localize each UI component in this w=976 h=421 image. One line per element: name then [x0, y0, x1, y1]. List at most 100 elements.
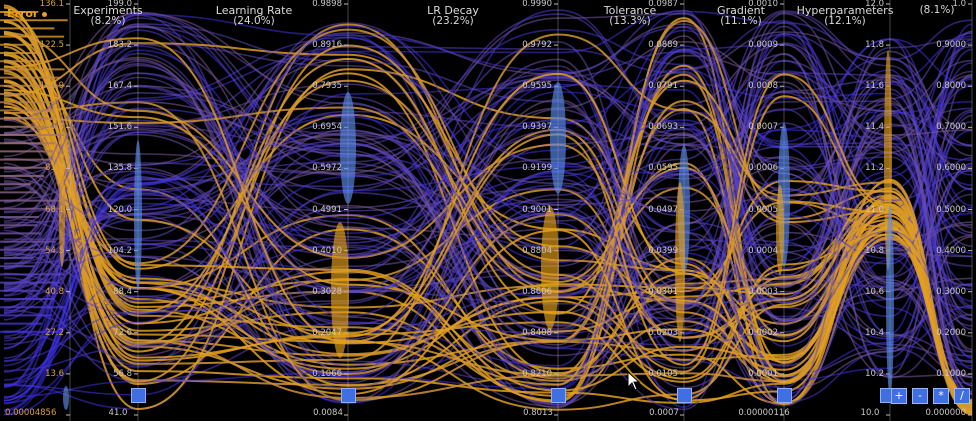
error-tick-label: 40.8	[45, 286, 64, 297]
axis-tick-label: 0.0007	[748, 122, 778, 133]
experiment-polyline	[3, 57, 973, 405]
axis-filter-handle[interactable]	[677, 388, 692, 403]
experiment-polyline	[3, 46, 973, 398]
axis-header-1[interactable]: Learning Rate (24.0%)	[216, 5, 292, 27]
axis-tick-label: 0.0009	[748, 40, 778, 51]
experiment-polyline	[3, 101, 973, 346]
axis-tick-label: 0.0693	[648, 122, 678, 133]
axis-label: Gradient	[717, 4, 765, 17]
axis-tick-label: 167.4	[107, 81, 132, 92]
axis-tick-label: 11.6	[865, 81, 884, 92]
experiment-polyline	[3, 58, 973, 403]
axis-tick-label: 0.0203	[648, 327, 678, 338]
axis-label: Tolerance	[603, 4, 657, 17]
axis-weight-percent: (23.2%)	[432, 15, 474, 27]
experiment-polyline	[3, 33, 973, 415]
axis-tick-label: 0.8013	[523, 408, 553, 418]
axis-tick-label: 10.6	[865, 286, 884, 297]
axis-header-4[interactable]: Gradient (11.1%)	[717, 5, 765, 27]
experiment-polyline	[3, 129, 973, 367]
axis-tick-label: 0.000000	[925, 408, 966, 418]
axis-tick-label: 183.2	[107, 40, 132, 51]
experiment-polyline	[3, 25, 973, 357]
subtract-axis-button[interactable]: -	[912, 388, 928, 404]
axis-tick-label: 88.4	[113, 286, 132, 297]
axis-header-5[interactable]: Hyperparameters (12.1%)	[797, 5, 894, 27]
axis-weight-percent: (24.0%)	[233, 15, 275, 27]
axis-header-3[interactable]: Tolerance (13.3%)	[604, 5, 656, 27]
axis-tick-label: 0.0084	[313, 408, 343, 418]
axis-tick-label: 0.0008	[748, 81, 778, 92]
distribution-ellipse	[886, 205, 894, 395]
distribution-ellipse	[331, 222, 349, 358]
axis-tick-label: 0.0002	[748, 327, 778, 338]
axis-label: LR Decay	[427, 4, 479, 17]
axis-filter-handle[interactable]	[131, 388, 146, 403]
axis-tick-label: 0.6000	[936, 163, 966, 174]
axis-tick-label: 0.5000	[936, 204, 966, 215]
axis-tick-label: 0.9397	[522, 122, 552, 133]
experiment-polyline	[3, 120, 973, 326]
axis-tick-label: 0.2000	[936, 327, 966, 338]
axis-tick-label: 0.0987	[648, 0, 678, 9]
axis-tick-label: 11.2	[865, 163, 884, 174]
axis-header-2[interactable]: LR Decay (23.2%)	[427, 5, 479, 27]
axis-label: Hyperparameters	[796, 4, 894, 17]
error-tick-label: 68.1	[45, 204, 64, 215]
error-tick-label: 27.2	[45, 327, 64, 338]
axis-header-0[interactable]: Experiments (8.2%)	[73, 5, 142, 27]
axis-filter-handle[interactable]	[341, 388, 356, 403]
error-tick-label: 122.5	[39, 40, 64, 51]
error-axis-header[interactable]: Error	[7, 7, 48, 20]
axis-tick-label: 0.0005	[748, 204, 778, 215]
multiply-axis-button[interactable]: *	[933, 388, 949, 404]
axis-tick-label: 0.7000	[936, 122, 966, 133]
experiment-polyline	[3, 35, 973, 391]
axis-tick-label: 0.0889	[648, 40, 678, 51]
axis-tick-label: 0.0010	[748, 0, 778, 9]
experiment-polyline	[3, 9, 973, 322]
axis-tick-label: 10.2	[865, 368, 884, 379]
experiment-polyline	[3, 97, 973, 394]
distribution-ellipse	[541, 206, 559, 330]
axis-weight-percent: (8.1%)	[919, 4, 955, 16]
experiment-polyline	[3, 11, 973, 243]
axis-tick-label: 72.6	[113, 327, 132, 338]
axis-tick-label: 0.0001	[748, 368, 778, 379]
axis-tick-label: 0.1066	[312, 368, 342, 379]
axis-tick-label: 0.8916	[312, 40, 342, 51]
axis-tick-label: 0.4000	[936, 245, 966, 256]
axis-tick-label: 0.2047	[312, 327, 342, 338]
axis-weight-percent: (8.2%)	[90, 15, 126, 27]
divide-axis-button[interactable]: /	[954, 388, 970, 404]
add-axis-button[interactable]: +	[891, 388, 907, 404]
axis-weight-percent: (13.3%)	[609, 15, 651, 27]
experiment-polyline	[3, 38, 973, 308]
experiment-polyline	[3, 11, 973, 357]
distribution-ellipse	[340, 92, 356, 204]
experiment-polyline	[3, 45, 973, 313]
axis-tick-label: 0.9898	[312, 0, 342, 9]
axis-tick-label: 0.0399	[648, 245, 678, 256]
axis-tick-label: 0.4010	[312, 245, 342, 256]
distribution-ellipse	[63, 386, 69, 410]
experiment-polyline	[3, 45, 973, 349]
axis-filter-handle[interactable]	[777, 388, 792, 403]
error-tick-label: 108.9	[39, 81, 64, 92]
axis-filter-handle[interactable]	[551, 388, 566, 403]
axis-tick-label: 135.8	[107, 163, 132, 174]
axis-header-6[interactable]: (8.1%)	[920, 5, 955, 16]
axis-tick-label: 0.8408	[522, 327, 552, 338]
axis-tick-label: 199.0	[107, 0, 132, 9]
axis-tick-label: 0.9199	[522, 163, 552, 174]
polyline-layer	[0, 4, 973, 416]
error-tick-label: 0.00004856	[5, 408, 57, 418]
axis-tick-label: 0.9990	[522, 0, 552, 9]
experiment-polyline	[3, 72, 973, 404]
error-indicator-dot-icon	[42, 11, 48, 17]
axis-tick-label: 0.8804	[522, 245, 552, 256]
experiment-polyline	[3, 129, 973, 416]
axis-tick-label: 0.5972	[312, 163, 342, 174]
experiment-polyline	[3, 38, 973, 388]
